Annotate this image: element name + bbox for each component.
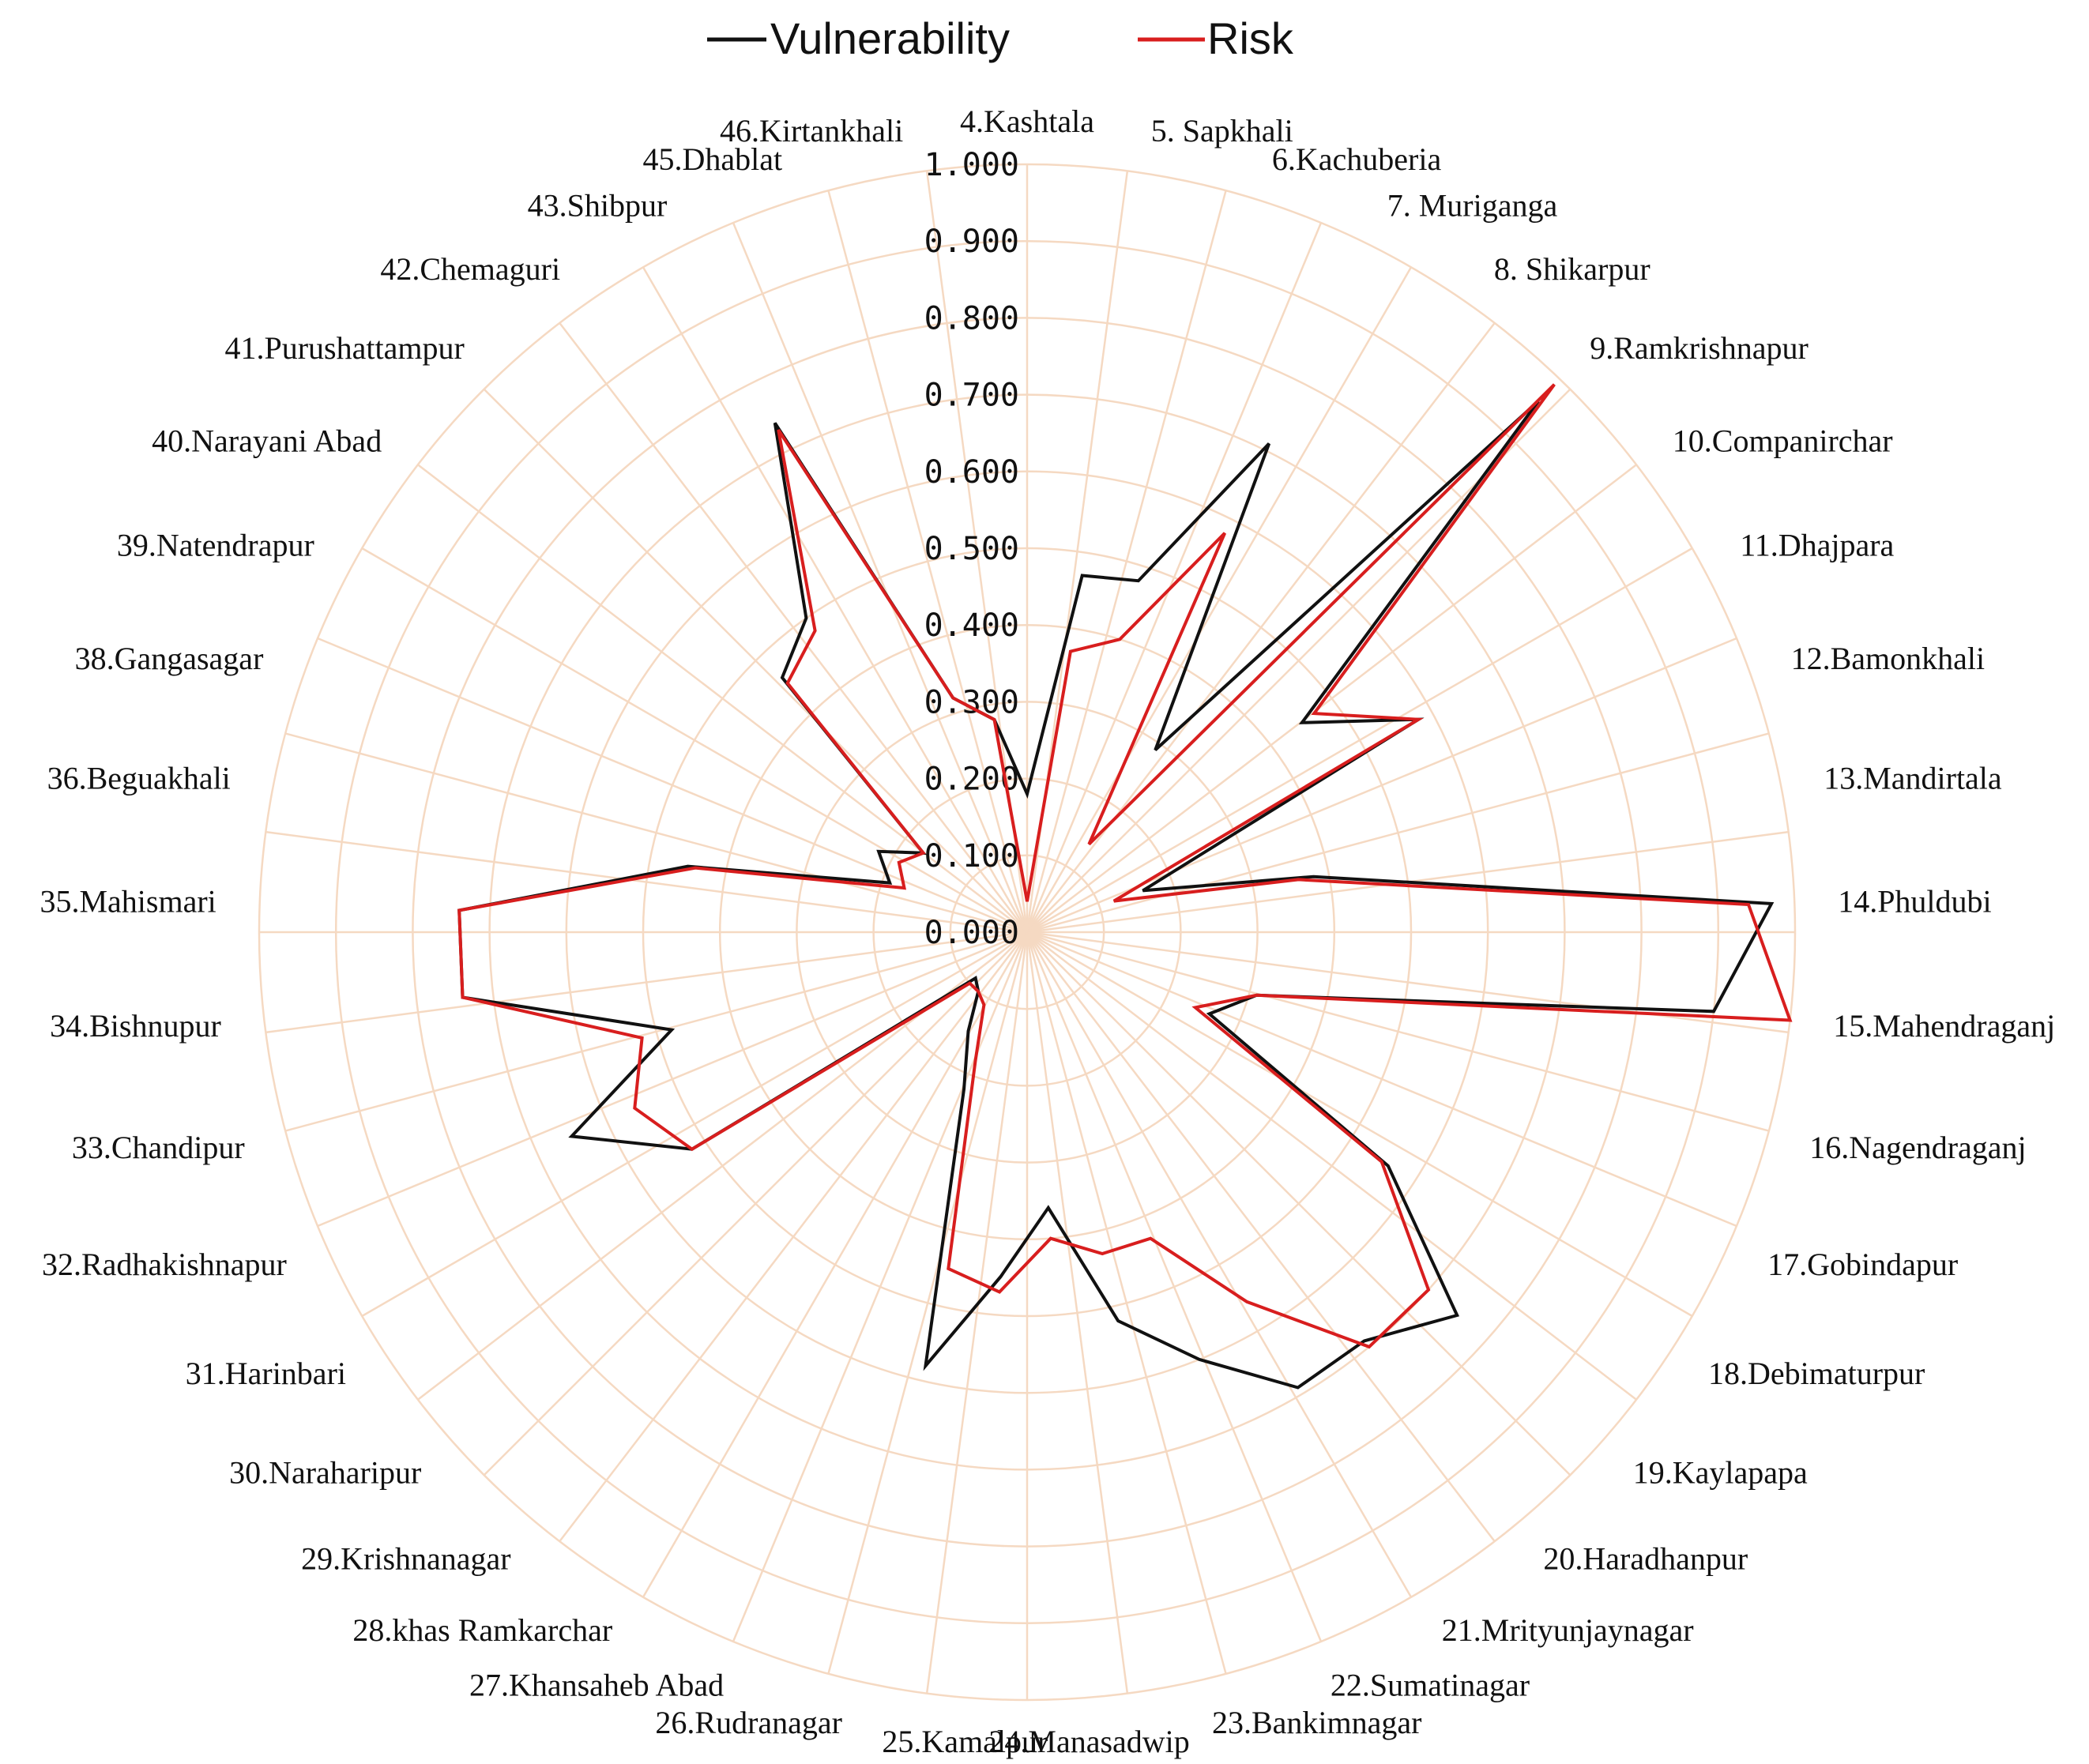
category-label: 22.Sumatinagar — [1331, 1668, 1530, 1703]
series-layer — [457, 383, 1793, 1390]
grid-spoke — [1026, 222, 1323, 933]
category-label: 18.Debimaturpur — [1708, 1356, 1925, 1391]
category-label: 38.Gangasagar — [75, 641, 264, 676]
grid-spoke — [559, 931, 1028, 1542]
grid-spoke — [827, 190, 1029, 933]
tick-label: 1.000 — [924, 147, 1019, 183]
category-label: 40.Narayani Abad — [152, 423, 382, 458]
tick-label: 0.900 — [924, 224, 1019, 260]
grid-spoke — [1026, 931, 1789, 1034]
tick-label: 0.100 — [924, 838, 1019, 874]
category-label: 42.Chemaguri — [380, 251, 560, 287]
legend: Vulnerability Risk — [707, 13, 1294, 63]
grid-spoke — [317, 931, 1028, 1228]
category-label: 16.Nagendraganj — [1809, 1130, 2026, 1165]
category-label: 32.Radhakishnapur — [42, 1247, 287, 1282]
category-label: 36.Beguakhali — [47, 761, 231, 796]
legend-label-vulnerability: Vulnerability — [770, 13, 1010, 63]
grid-spoke — [483, 931, 1028, 1476]
category-label: 26.Rudranagar — [655, 1705, 842, 1740]
tick-label: 0.400 — [924, 607, 1019, 644]
category-label: 11.Dhajpara — [1740, 527, 1894, 562]
category-label: 23.Bankimnagar — [1212, 1705, 1422, 1740]
category-label: 46.Kirtankhali — [720, 113, 903, 149]
category-label: 34.Bishnupur — [50, 1008, 221, 1044]
grid-spoke — [1026, 464, 1637, 933]
category-label: 17.Gobindapur — [1767, 1247, 1958, 1282]
grid-spoke — [284, 931, 1028, 1132]
category-label: 45.Dhablat — [642, 141, 782, 177]
category-label: 29.Krishnanagar — [301, 1540, 510, 1576]
category-label: 7. Muriganga — [1387, 188, 1558, 224]
grid-spoke — [483, 388, 1028, 933]
grid-spoke — [1026, 931, 1129, 1694]
tick-label: 0.500 — [924, 531, 1019, 567]
grid-spoke — [265, 830, 1028, 934]
grid-spoke — [1026, 931, 1770, 1132]
series-line-vulnerability — [457, 400, 1775, 1390]
category-label: 5. Sapkhali — [1151, 113, 1293, 149]
category-label: 15.Mahendraganj — [1833, 1008, 2055, 1044]
category-label: 19.Kaylapapa — [1633, 1454, 1808, 1490]
grid-spoke — [265, 931, 1028, 1034]
category-label: 14.Phuldubi — [1838, 884, 1991, 920]
grid-spoke — [559, 322, 1028, 933]
grid-spoke — [1026, 322, 1496, 933]
tick-label: 0.800 — [924, 300, 1019, 337]
category-label: 35.Mahismari — [40, 884, 216, 920]
legend-label-risk: Risk — [1207, 13, 1294, 63]
grid-spoke — [1026, 931, 1693, 1318]
grid-spoke — [1026, 931, 1571, 1476]
grid-spoke — [642, 931, 1029, 1598]
tick-label: 0.000 — [924, 915, 1019, 951]
category-label: 43.Shibpur — [528, 188, 668, 224]
grid-spoke — [827, 931, 1029, 1675]
category-label: 39.Natendrapur — [117, 527, 314, 562]
category-label: 30.Naraharipur — [229, 1454, 421, 1490]
category-label: 25.Kamalpur — [882, 1724, 1048, 1759]
grid-spoke — [284, 732, 1028, 934]
category-label: 6.Kachuberia — [1272, 141, 1442, 177]
grid-spoke — [1026, 931, 1227, 1675]
category-label: 24.Manasadwip — [988, 1724, 1189, 1759]
tick-label: 0.600 — [924, 454, 1019, 491]
category-label: 33.Chandipur — [72, 1130, 245, 1165]
grid-spoke — [1026, 931, 1323, 1642]
grid-spoke — [1026, 547, 1693, 934]
category-label: 13.Mandirtala — [1824, 761, 2002, 796]
tick-label: 0.700 — [924, 378, 1019, 414]
grid-spoke — [1026, 732, 1770, 934]
tick-label: 0.300 — [924, 684, 1019, 720]
grid-spoke — [1026, 931, 1496, 1542]
grid-spoke — [1026, 931, 1737, 1228]
grid-spoke — [361, 931, 1028, 1318]
category-label: 20.Haradhanpur — [1543, 1540, 1748, 1576]
grid-spoke — [732, 222, 1029, 933]
category-label: 31.Harinbari — [186, 1356, 346, 1391]
category-label: 28.khas Ramkarchar — [352, 1612, 612, 1648]
grid-spoke — [317, 637, 1028, 934]
radar-grid — [258, 163, 1797, 1702]
category-label: 8. Shikarpur — [1494, 251, 1650, 287]
radial-tick-labels: 0.0000.1000.2000.3000.4000.5000.6000.700… — [924, 147, 1019, 951]
category-label: 27.Khansaheb Abad — [469, 1668, 724, 1703]
category-label: 41.Purushattampur — [224, 330, 464, 366]
category-label: 4.Kashtala — [960, 103, 1094, 139]
grid-spoke — [1026, 190, 1227, 933]
category-label: 10.Companirchar — [1673, 423, 1893, 458]
grid-spoke — [1026, 266, 1413, 933]
grid-spoke — [642, 266, 1029, 933]
category-label: 9.Ramkrishnapur — [1590, 330, 1809, 366]
grid-spoke — [925, 931, 1029, 1694]
category-label: 12.Bamonkhali — [1791, 641, 1985, 676]
grid-spoke — [361, 547, 1028, 934]
grid-spoke — [1026, 931, 1413, 1598]
series-line-risk — [457, 383, 1793, 1349]
grid-spoke — [1026, 931, 1637, 1401]
category-label: 21.Mrityunjaynagar — [1442, 1612, 1694, 1648]
